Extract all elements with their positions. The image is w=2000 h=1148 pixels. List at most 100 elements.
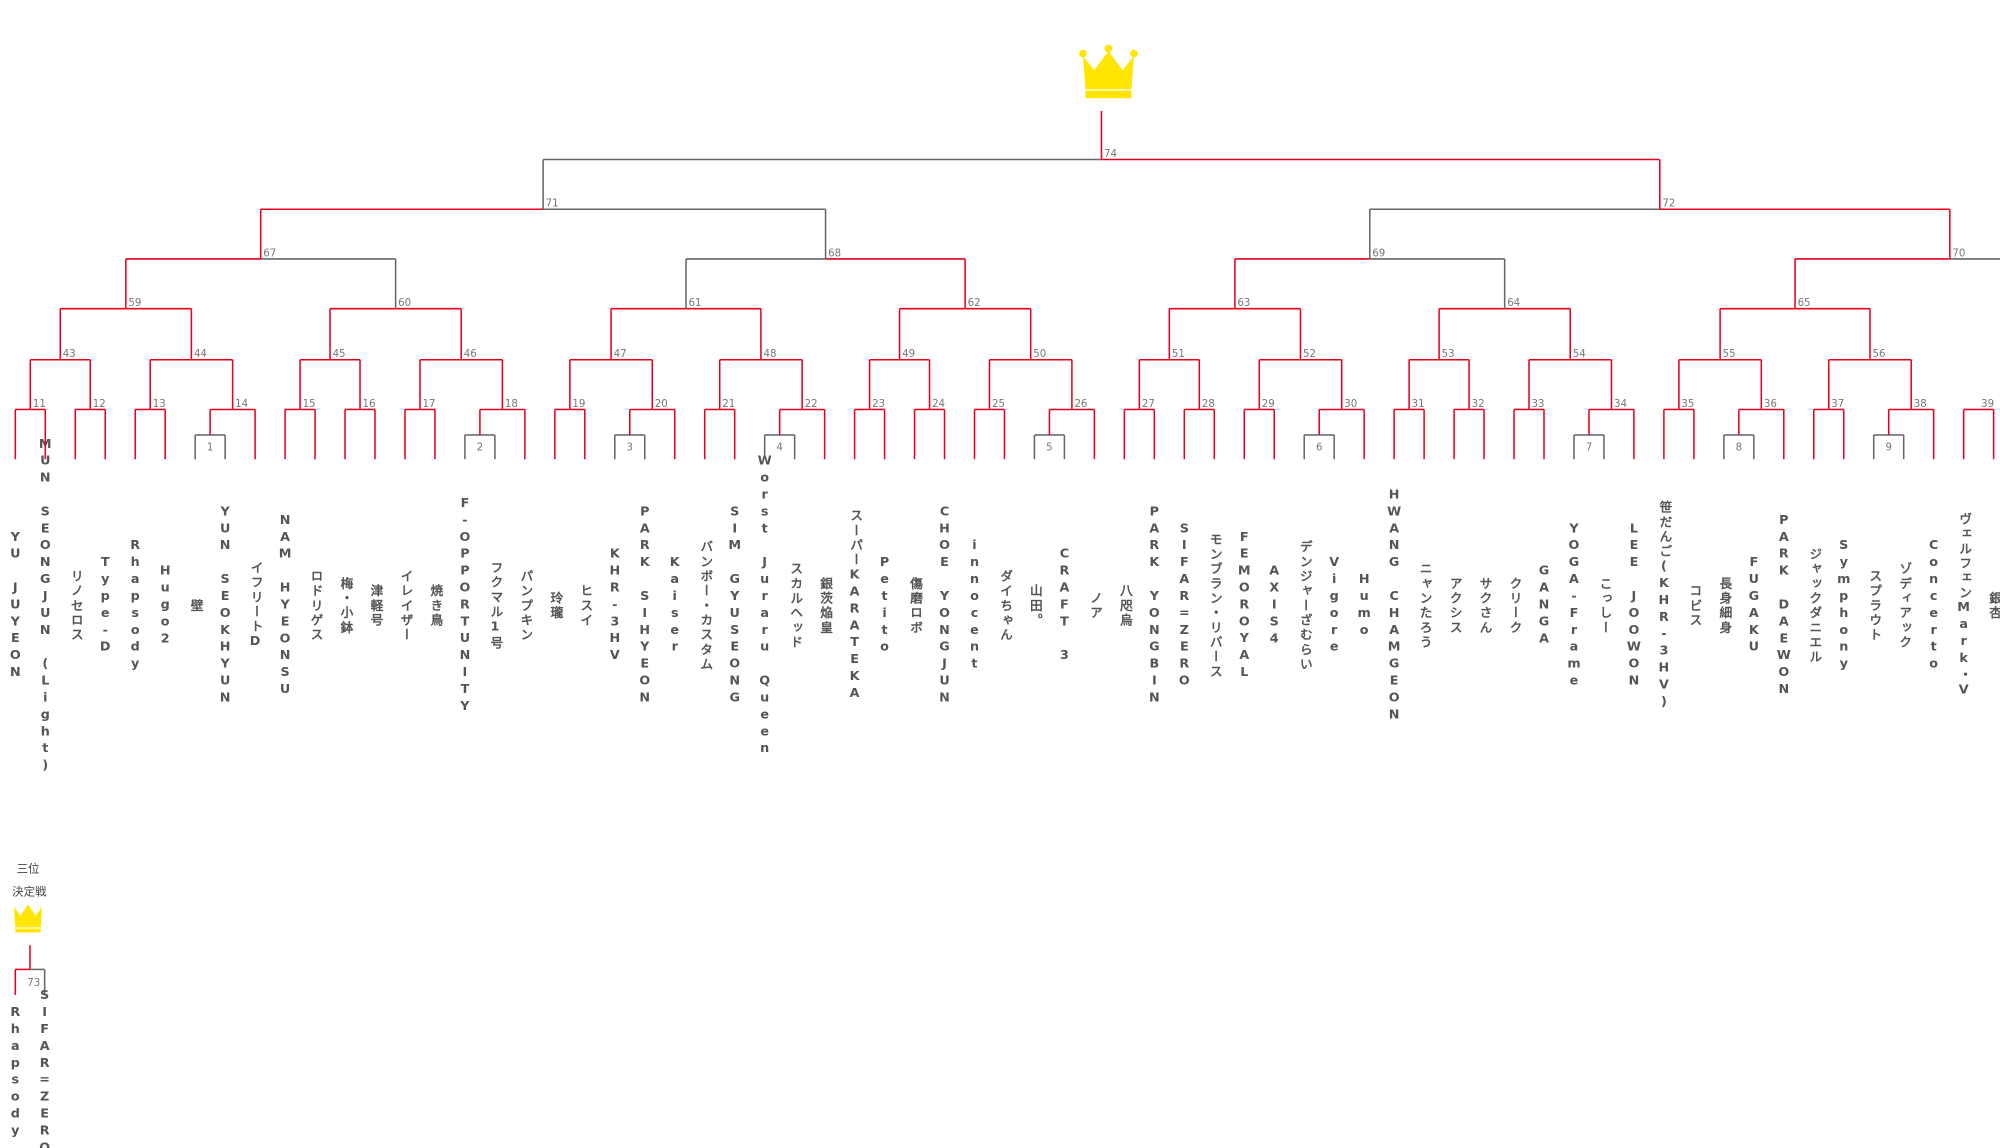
player-name: アクシス [1447, 577, 1462, 636]
player-name: サクさん [1477, 577, 1492, 636]
match-number: 28 [1202, 399, 1215, 410]
match-number: 1 [207, 442, 213, 453]
player-name: スカルヘッド [787, 562, 802, 650]
player-name: YUN SEOKHYUN [218, 504, 233, 707]
player-name: GANGA [1537, 564, 1552, 649]
match-number: 61 [689, 298, 702, 309]
player-name: モンブラン・リバース [1207, 533, 1222, 680]
match-number: 11 [33, 399, 46, 410]
player-name: CHOE YONGJUN [937, 504, 952, 707]
player-name: バンボー・カスタム [697, 540, 712, 672]
player-name: 玲瓏 [547, 590, 562, 620]
match-number: 23 [872, 399, 885, 410]
match-number: 21 [722, 399, 735, 410]
third-place-title: 三位 [17, 861, 40, 875]
champion-crown [1079, 44, 1138, 99]
match-number: 71 [546, 199, 559, 210]
match-number: 69 [1372, 248, 1385, 259]
player-name: PARK YONGBIN [1147, 504, 1162, 707]
match-number: 63 [1237, 298, 1250, 309]
player-name: ニャンたろう [1417, 562, 1432, 650]
player-name: デンジャーざむらい [1297, 539, 1312, 672]
match-number: 24 [932, 399, 945, 410]
player-name: Vigore [1327, 555, 1342, 656]
match-number: 52 [1303, 349, 1316, 360]
match-number: 55 [1723, 349, 1736, 360]
player-name: ヒスイ [577, 584, 592, 628]
player-name: イレイザー [397, 569, 412, 642]
match-number: 9 [1885, 442, 1891, 453]
player-name: Humo [1357, 572, 1372, 640]
player-name: 長身細身 [1716, 577, 1731, 636]
match-number: 46 [464, 349, 477, 360]
player-name: リノセロス [68, 569, 83, 642]
match-number: 30 [1344, 399, 1357, 410]
match-number: 70 [1952, 248, 1965, 259]
match-number: 6 [1316, 442, 1322, 453]
match-number: 12 [93, 399, 106, 410]
player-name: 山田。 [1027, 583, 1042, 628]
match-number: 74 [1104, 149, 1117, 160]
match-number: 62 [968, 298, 981, 309]
third-place-title: 決定戦 [12, 884, 47, 898]
match-number: 7 [1586, 442, 1592, 453]
match-number: 4 [776, 442, 782, 453]
player-name: 焼き鳥 [427, 583, 442, 628]
match-number: 39 [1981, 399, 1994, 410]
match-number: 19 [572, 399, 585, 410]
player-name: Type-D [98, 555, 113, 656]
player-name: Petito [877, 555, 892, 656]
match-number: 72 [1662, 199, 1675, 210]
match-number: 59 [128, 298, 141, 309]
match-number: 35 [1681, 399, 1694, 410]
player-name: スプラウト [1866, 569, 1881, 642]
player-name: PARK SIHYEON [637, 504, 652, 707]
player-name: YOGA-Frame [1566, 521, 1581, 690]
match-number: 60 [398, 298, 411, 309]
match-number: 48 [763, 349, 776, 360]
match-number: 47 [614, 349, 627, 360]
match-number: 20 [655, 399, 668, 410]
player-name: LEE JOOWON [1626, 521, 1641, 690]
player-name: AXIS4 [1267, 564, 1282, 649]
match-number: 25 [992, 399, 1005, 410]
player-name: Rhapsody [8, 1005, 23, 1140]
player-name: ヴェルフェンMark・V [1956, 511, 1971, 699]
match-number: 33 [1532, 399, 1545, 410]
match-number: 16 [363, 399, 376, 410]
player-name: SIFAR=ZERO [1177, 521, 1192, 690]
player-name: 銀杏 [1986, 590, 2000, 620]
player-name: Symphony [1836, 538, 1851, 673]
player-name: 銀茨焔皇 [817, 576, 832, 635]
match-number: 50 [1033, 349, 1046, 360]
match-number: 17 [423, 399, 436, 410]
player-name: ジャックダニエル [1806, 547, 1821, 664]
match-number: 68 [828, 248, 841, 259]
player-name: PARK DAEWON [1776, 513, 1791, 699]
player-name: 津軽号 [368, 583, 383, 628]
player-name: 梅・小鉢 [338, 576, 353, 635]
player-name: ロドリゲス [308, 569, 323, 642]
player-name: こっしー [1596, 577, 1611, 636]
match-number: 31 [1412, 399, 1425, 410]
player-name: FEMOROYAL [1237, 530, 1252, 682]
player-name: FUGAKU [1746, 555, 1761, 656]
player-name: 壁 [188, 598, 203, 613]
player-name: クリーク [1507, 577, 1522, 636]
player-name: コビス [1686, 584, 1701, 628]
match-number: 8 [1736, 442, 1742, 453]
match-number: 54 [1573, 349, 1586, 360]
player-name: フクマル1号 [487, 561, 502, 651]
player-name: KHR-3HV [607, 547, 622, 665]
match-number: 36 [1764, 399, 1777, 410]
match-number: 37 [1831, 399, 1844, 410]
player-name: 八咫烏 [1117, 584, 1133, 628]
match-number: 38 [1914, 399, 1927, 410]
player-name: スーパーKARATEKA [847, 509, 862, 703]
match-number: 14 [235, 399, 248, 410]
match-number: 18 [505, 399, 518, 410]
player-name: Hugo2 [158, 564, 173, 649]
match-number: 51 [1172, 349, 1185, 360]
player-name: ダイちゃん [997, 568, 1012, 642]
